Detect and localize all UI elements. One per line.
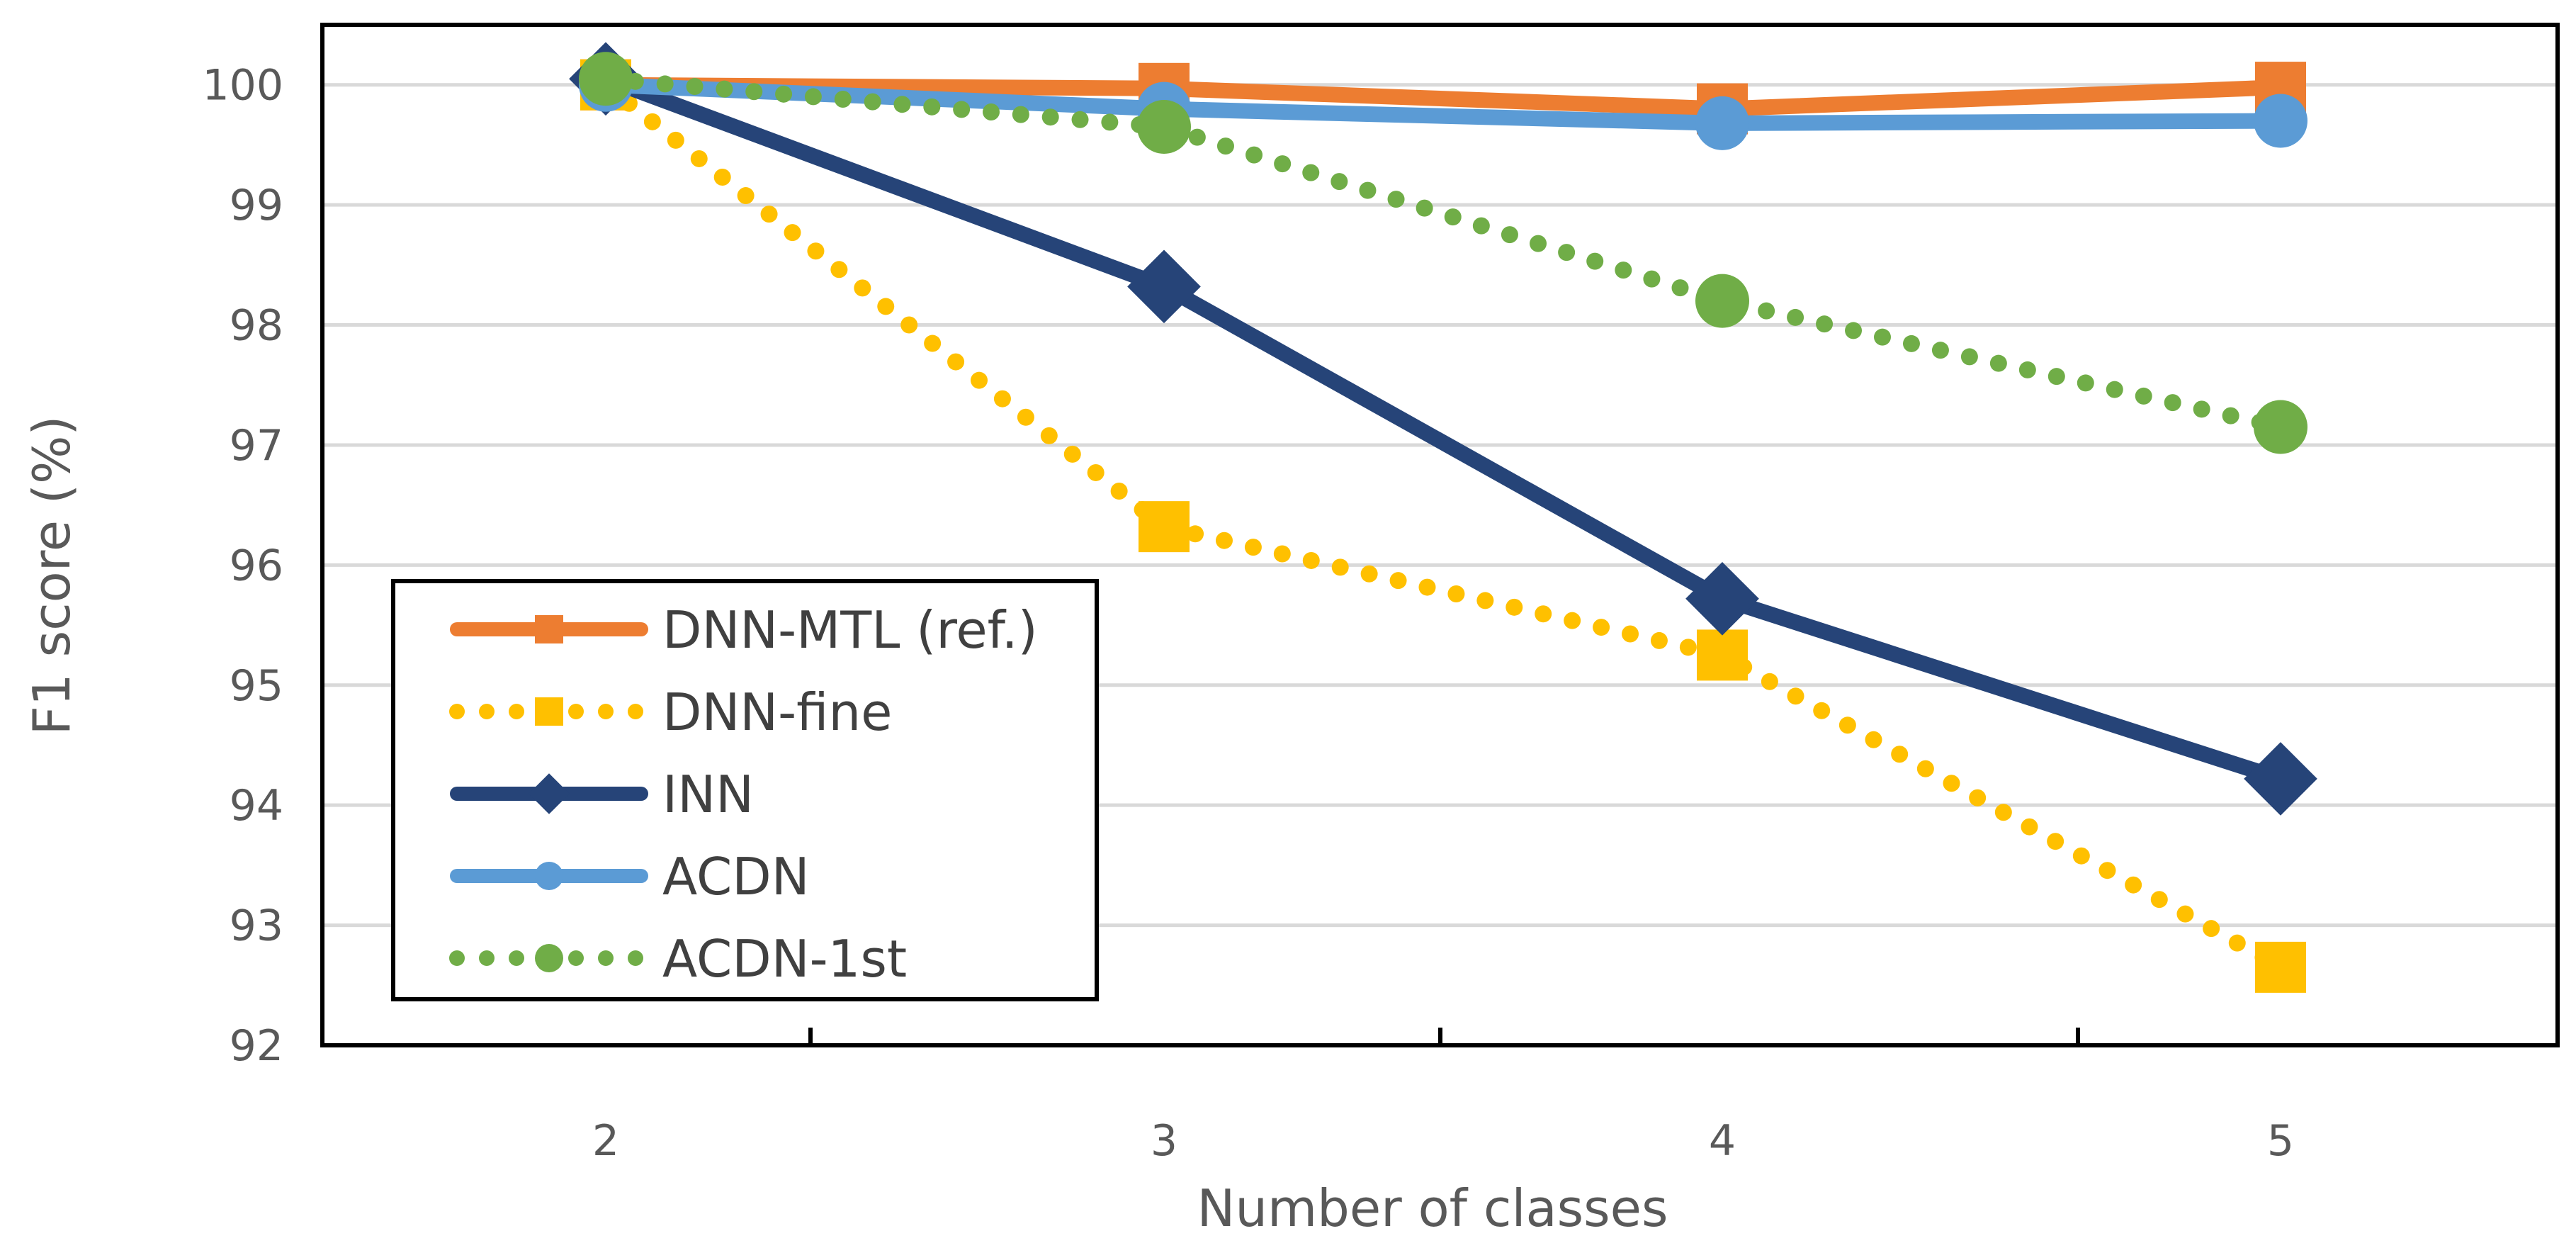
legend-label-inn: INN xyxy=(662,765,754,824)
y-tick-label: 92 xyxy=(230,1021,283,1071)
legend-label-acdn: ACDN xyxy=(662,847,810,906)
y-tick-label: 93 xyxy=(230,901,283,951)
x-axis-tick-labels: 2 3 4 5 xyxy=(592,1116,2294,1166)
legend-item-inn: INN xyxy=(450,765,754,824)
series-acdn-1st xyxy=(579,52,2307,454)
data-point-acdn-1st xyxy=(1695,274,1749,328)
series-line-inn xyxy=(598,71,2288,787)
y-tick-label: 97 xyxy=(230,421,283,471)
x-axis-ticks xyxy=(808,1028,2080,1045)
y-axis-tick-labels: 92 93 94 95 96 97 98 99 100 xyxy=(202,61,283,1071)
data-point-inn xyxy=(1127,249,1201,324)
x-tick-label: 3 xyxy=(1151,1116,1177,1166)
data-point-dnn-fine xyxy=(1697,629,1748,681)
y-axis-title: F1 score (%) xyxy=(22,415,81,735)
series-lines xyxy=(569,42,2317,993)
x-tick-label: 4 xyxy=(1709,1116,1736,1166)
data-point-dnn-fine xyxy=(2255,941,2306,993)
series-line-dnn-fine xyxy=(597,76,2289,976)
data-point-acdn-1st xyxy=(2254,400,2307,454)
legend-marker-inn xyxy=(529,773,570,814)
data-point-inn xyxy=(1685,561,1759,636)
y-tick-label: 100 xyxy=(202,61,283,111)
y-tick-label: 96 xyxy=(230,541,283,590)
data-point-acdn-1st xyxy=(579,52,633,106)
x-tick-label: 2 xyxy=(592,1116,619,1166)
series-line-acdn xyxy=(598,77,2288,131)
legend-label-acdn-1st: ACDN-1st xyxy=(662,929,907,989)
data-point-acdn xyxy=(2254,94,2307,148)
y-tick-label: 95 xyxy=(230,661,283,711)
x-axis-title: Number of classes xyxy=(1197,1179,1668,1238)
series-line-acdn-1st xyxy=(597,70,2289,436)
y-tick-label: 98 xyxy=(230,301,283,351)
data-point-acdn-1st xyxy=(1137,100,1191,154)
legend-item-dnn-mtl: DNN-MTL (ref.) xyxy=(450,600,1038,660)
legend-marker-acdn xyxy=(535,862,563,890)
data-point-acdn xyxy=(1695,96,1749,150)
legend-label-dnn-mtl: DNN-MTL (ref.) xyxy=(662,600,1038,660)
legend-item-acdn-1st: ACDN-1st xyxy=(449,929,907,989)
y-tick-label: 94 xyxy=(230,781,283,831)
legend-label-dnn-fine: DNN-fine xyxy=(662,682,892,742)
legend-marker-acdn-1st xyxy=(535,944,563,972)
legend: DNN-MTL (ref.) DNN-fine INN ACDN ACDN-1st xyxy=(391,579,1099,1001)
data-point-inn xyxy=(2244,742,2317,816)
x-tick-label: 5 xyxy=(2267,1116,2294,1166)
y-tick-label: 99 xyxy=(230,181,283,230)
legend-item-dnn-fine: DNN-fine xyxy=(449,682,892,742)
legend-marker-dnn-fine xyxy=(535,697,563,726)
legend-marker-dnn-mtl xyxy=(535,615,563,643)
legend-item-acdn: ACDN xyxy=(450,847,810,906)
data-point-dnn-fine xyxy=(1139,501,1190,553)
series-line-dnn-mtl xyxy=(598,77,2288,117)
